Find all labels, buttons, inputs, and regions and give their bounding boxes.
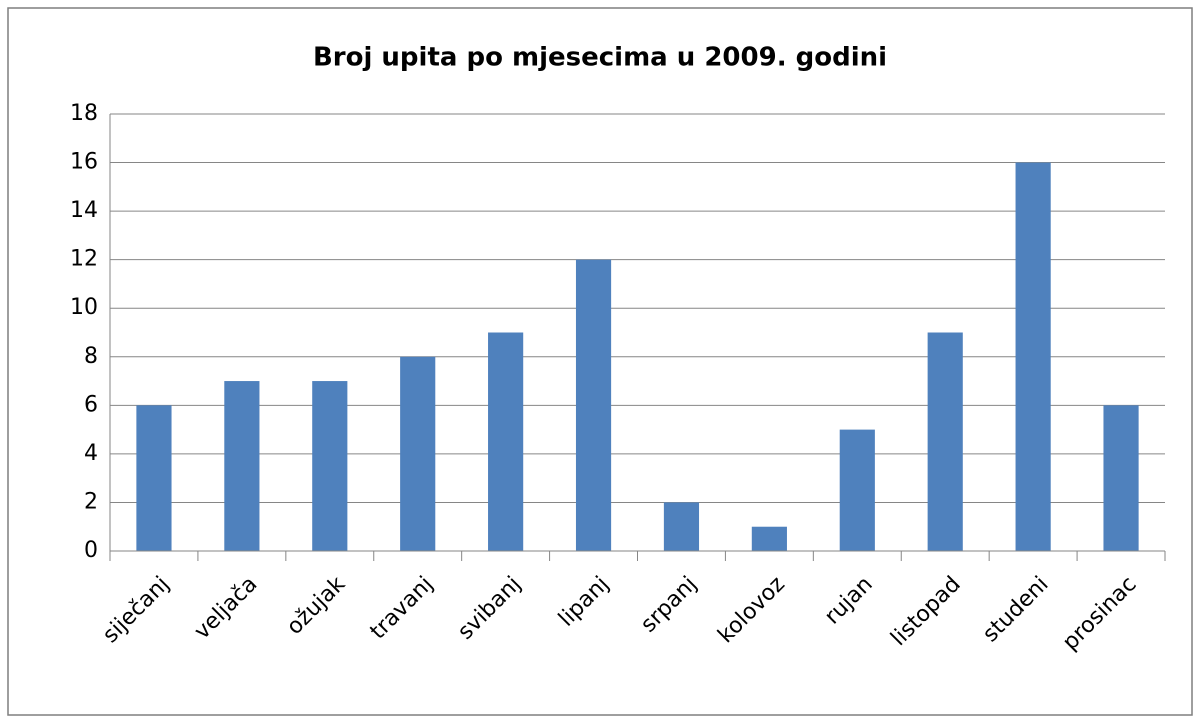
bar bbox=[663, 502, 700, 551]
y-tick-label: 2 bbox=[84, 489, 98, 514]
y-tick-label: 10 bbox=[70, 295, 98, 320]
y-tick-label: 18 bbox=[70, 101, 98, 126]
y-tick-label: 6 bbox=[84, 392, 98, 417]
bar bbox=[224, 381, 260, 551]
bar bbox=[488, 332, 524, 551]
bar bbox=[927, 332, 963, 551]
y-tick-label: 8 bbox=[84, 344, 98, 369]
bar bbox=[400, 356, 436, 551]
bar bbox=[1103, 405, 1139, 551]
bar bbox=[839, 429, 875, 551]
y-tick-label: 12 bbox=[70, 247, 98, 272]
y-tick-label: 14 bbox=[70, 198, 98, 223]
y-tick-label: 0 bbox=[84, 538, 98, 563]
y-tick-label: 16 bbox=[70, 150, 98, 175]
y-tick-label: 4 bbox=[84, 441, 98, 466]
bar bbox=[575, 259, 612, 551]
bar bbox=[312, 381, 348, 551]
bar bbox=[1015, 162, 1051, 552]
bar bbox=[136, 405, 172, 551]
chart-title: Broj upita po mjesecima u 2009. godini bbox=[313, 43, 887, 73]
bar bbox=[751, 526, 787, 551]
